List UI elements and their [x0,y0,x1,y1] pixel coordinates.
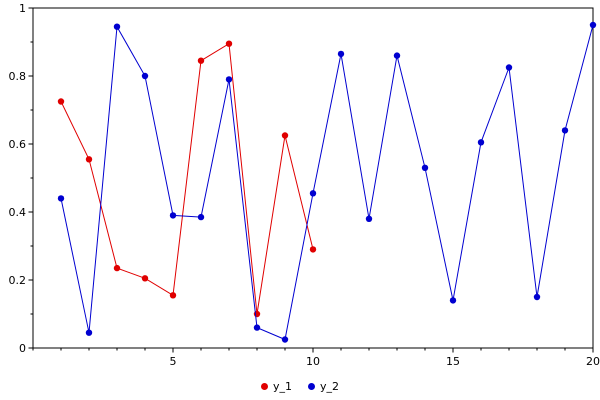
svg-text:15: 15 [446,355,460,368]
svg-text:1: 1 [19,2,26,15]
svg-text:0.8: 0.8 [9,70,27,83]
svg-text:10: 10 [306,355,320,368]
svg-text:20: 20 [586,355,600,368]
svg-text:0: 0 [19,342,26,355]
svg-text:0.4: 0.4 [9,206,27,219]
svg-text:5: 5 [170,355,177,368]
svg-text:0.6: 0.6 [9,138,27,151]
svg-text:0.2: 0.2 [9,274,27,287]
